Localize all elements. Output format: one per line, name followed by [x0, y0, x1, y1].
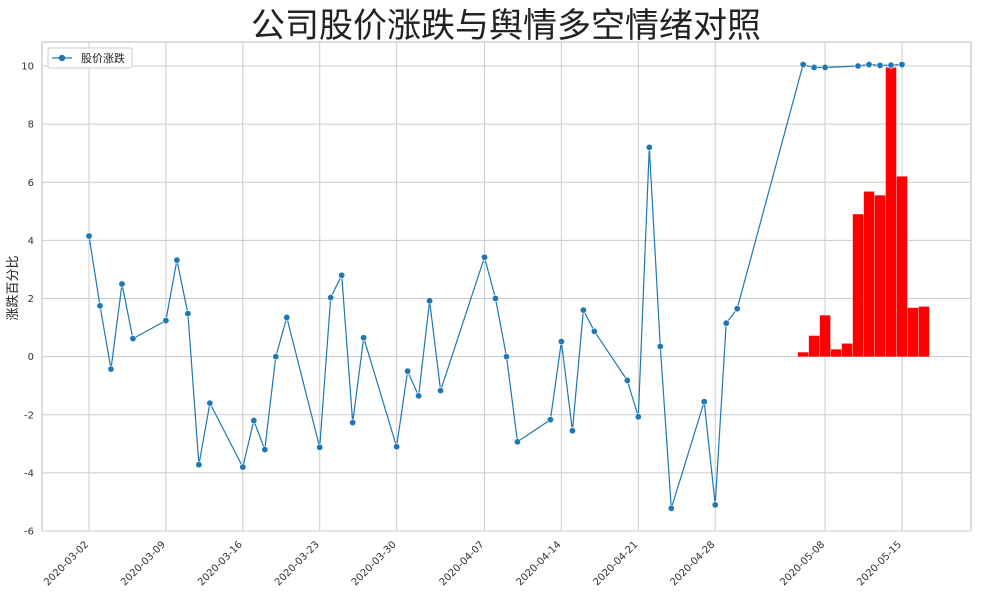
- price-change-point: [162, 317, 170, 325]
- price-change-point: [810, 63, 818, 71]
- x-tick-label: 2020-03-30: [350, 539, 399, 588]
- sentiment-bar: [885, 67, 897, 357]
- sentiment-bar: [797, 352, 809, 357]
- y-tick-label: -2: [24, 410, 34, 421]
- x-tick-label: 2020-03-16: [196, 539, 245, 588]
- price-change-point: [546, 416, 554, 424]
- price-change-point: [590, 327, 598, 335]
- x-tick-label: 2020-03-09: [119, 539, 168, 588]
- price-change-point: [349, 419, 357, 427]
- legend-entry: 股价涨跌: [81, 51, 125, 65]
- price-change-point: [711, 501, 719, 509]
- price-change-point: [327, 294, 335, 302]
- legend: 股价涨跌: [47, 47, 133, 69]
- price-change-point: [316, 443, 324, 451]
- y-tick-label: -4: [24, 468, 34, 479]
- y-axis: -6 -4 -2 0 2 4 6 8 10: [21, 62, 34, 538]
- legend-box: [47, 47, 133, 69]
- price-change-point: [173, 256, 181, 264]
- price-change-point: [887, 61, 895, 69]
- sentiment-bar: [819, 315, 831, 357]
- price-change-point: [206, 399, 214, 407]
- price-change-point: [656, 342, 664, 350]
- price-change-point: [360, 334, 368, 342]
- y-tick-label: -6: [24, 527, 34, 538]
- x-tick-label: 2020-05-08: [778, 539, 827, 588]
- x-tick-label: 2020-03-02: [42, 539, 91, 588]
- sentiment-bar: [918, 306, 930, 357]
- sentiment-bar: [852, 214, 864, 357]
- price-change-point: [338, 271, 346, 279]
- price-change-point: [107, 365, 115, 373]
- price-change-point: [393, 443, 401, 451]
- y-tick-label: 2: [28, 294, 34, 305]
- price-change-point: [415, 392, 423, 400]
- price-change-point: [261, 446, 269, 454]
- price-change-point: [404, 367, 412, 375]
- legend-marker-swatch: [58, 54, 66, 62]
- price-change-point: [272, 353, 280, 361]
- sentiment-bar: [841, 343, 853, 357]
- price-change-point: [184, 310, 192, 318]
- price-change-point: [645, 143, 653, 151]
- price-change-point: [513, 438, 521, 446]
- price-change-point: [700, 398, 708, 406]
- price-change-point: [667, 504, 675, 512]
- y-axis-label: 涨跌百分比: [5, 255, 21, 320]
- price-change-point: [557, 338, 565, 346]
- y-tick-label: 0: [28, 352, 34, 363]
- price-change-point: [491, 294, 499, 302]
- bar-series: [797, 67, 930, 357]
- price-change-point: [426, 297, 434, 305]
- price-change-point: [898, 61, 906, 69]
- y-tick-label: 4: [28, 236, 34, 247]
- price-change-point: [195, 461, 203, 469]
- price-change-point: [821, 63, 829, 71]
- price-change-point: [854, 62, 862, 70]
- price-change-point: [634, 413, 642, 421]
- y-tick-label: 6: [28, 178, 34, 189]
- sentiment-bar: [874, 195, 886, 357]
- price-change-point: [623, 376, 631, 384]
- price-change-point: [876, 61, 884, 69]
- price-change-point: [283, 313, 291, 321]
- x-tick-label: 2020-04-14: [515, 539, 564, 588]
- price-change-point: [865, 61, 873, 69]
- price-change-point: [481, 253, 489, 261]
- price-change-point: [799, 61, 807, 69]
- sentiment-bar: [808, 335, 820, 357]
- sentiment-bar: [896, 176, 908, 357]
- price-change-point: [129, 335, 137, 343]
- x-tick-label: 2020-03-23: [273, 539, 322, 588]
- line-series: [85, 61, 906, 512]
- sentiment-bar: [830, 349, 842, 357]
- x-tick-label: 2020-04-21: [592, 539, 641, 588]
- price-change-point: [85, 232, 93, 240]
- y-tick-label: 8: [28, 120, 34, 131]
- x-axis: 2020-03-02 2020-03-09 2020-03-16 2020-03-23…: [42, 539, 904, 588]
- price-change-point: [722, 319, 730, 327]
- price-change-point: [239, 463, 247, 471]
- price-change-point: [579, 306, 587, 314]
- plot-area: [41, 41, 972, 532]
- price-change-point: [568, 427, 576, 435]
- price-change-point: [502, 353, 510, 361]
- y-tick-label: 10: [21, 62, 34, 73]
- sentiment-bar: [907, 307, 919, 357]
- price-change-point: [96, 302, 104, 310]
- x-tick-label: 2020-05-15: [855, 539, 904, 588]
- price-change-point: [437, 387, 445, 395]
- price-change-point: [733, 305, 741, 313]
- price-change-point: [118, 280, 126, 288]
- sentiment-bar: [863, 191, 875, 357]
- x-tick-label: 2020-04-28: [668, 539, 717, 588]
- price-change-point: [250, 417, 258, 425]
- x-tick-label: 2020-04-07: [438, 539, 487, 588]
- chart-title: 公司股价涨跌与舆情多空情绪对照: [251, 6, 761, 46]
